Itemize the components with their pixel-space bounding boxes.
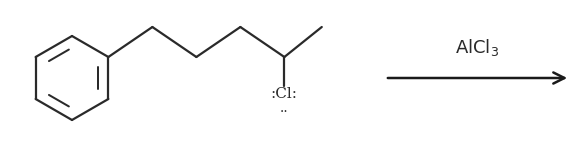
- Text: ··: ··: [280, 105, 289, 119]
- Text: :Cl:: :Cl:: [271, 87, 298, 102]
- Text: AlCl$_3$: AlCl$_3$: [455, 37, 499, 58]
